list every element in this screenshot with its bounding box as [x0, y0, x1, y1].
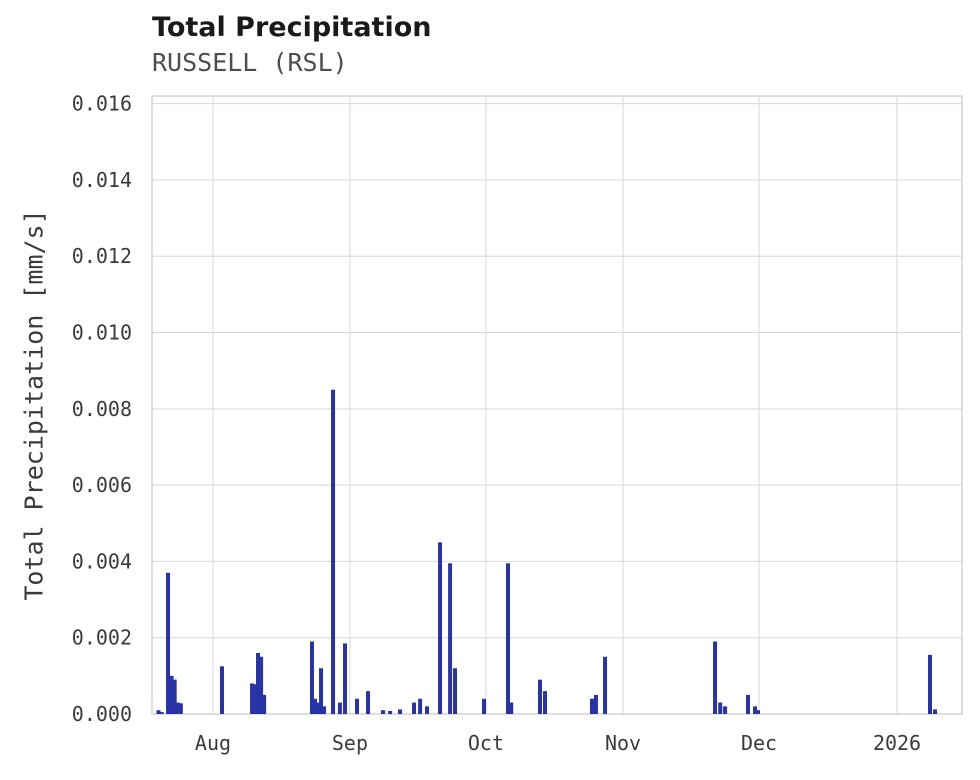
x-tick-label: Sep	[332, 731, 368, 755]
precip-bar	[453, 668, 458, 714]
precip-bar	[718, 702, 723, 714]
precip-bar	[745, 694, 750, 714]
precip-bar	[262, 694, 267, 714]
precip-bar	[256, 652, 261, 714]
precip-bar	[355, 698, 360, 714]
precip-bar	[398, 709, 403, 714]
precip-bar	[756, 710, 761, 714]
precip-bar	[219, 666, 224, 714]
precip-bar	[166, 572, 171, 714]
precip-bar	[424, 706, 429, 714]
chart-title: Total Precipitation	[152, 12, 432, 43]
precip-bar	[169, 675, 174, 714]
precip-bar	[482, 698, 487, 714]
precip-bar	[309, 641, 314, 714]
precip-bar	[331, 389, 336, 714]
y-tick-label: 0.000	[72, 702, 132, 726]
y-tick-label: 0.012	[72, 244, 132, 268]
precip-bar	[928, 654, 933, 714]
precip-bar	[259, 656, 264, 714]
precip-bar	[322, 706, 327, 714]
precip-bar	[448, 563, 453, 714]
y-tick-label: 0.016	[72, 92, 132, 116]
precip-bar	[253, 684, 258, 714]
precip-bar	[388, 710, 393, 714]
y-tick-label: 0.008	[72, 397, 132, 421]
x-tick-label: Dec	[741, 731, 777, 755]
precip-bar	[312, 698, 317, 714]
precip-bar	[543, 691, 548, 714]
precip-bar	[753, 706, 758, 714]
precip-bar	[713, 641, 718, 714]
precip-bar	[505, 563, 510, 714]
precip-bar	[159, 712, 164, 714]
y-tick-label: 0.004	[72, 549, 132, 573]
precip-bar	[250, 683, 255, 714]
precip-bar	[723, 706, 728, 714]
precip-bar	[418, 698, 423, 714]
precip-bar	[589, 698, 594, 714]
precip-bar	[412, 702, 417, 714]
precip-bar	[366, 691, 371, 714]
chart-subtitle: RUSSELL (RSL)	[152, 48, 348, 77]
y-tick-label: 0.010	[72, 321, 132, 345]
x-tick-label: Nov	[605, 731, 641, 755]
precip-bar	[537, 679, 542, 714]
x-tick-label: Oct	[468, 731, 504, 755]
precip-bar	[178, 703, 183, 714]
precip-bar	[509, 702, 514, 714]
precip-bar	[343, 643, 348, 714]
precip-bar	[933, 709, 938, 714]
precip-bar	[319, 668, 324, 714]
y-tick-label: 0.002	[72, 626, 132, 650]
precip-bar	[175, 702, 180, 714]
x-tick-label: Aug	[195, 731, 231, 755]
y-tick-label: 0.014	[72, 168, 132, 192]
precip-bar	[316, 702, 321, 714]
precip-bar	[593, 694, 598, 714]
plot-border	[151, 95, 963, 715]
precip-bar	[156, 710, 161, 714]
precip-bar	[438, 542, 443, 714]
y-axis-label: Total Precipitation [mm/s]	[19, 209, 49, 601]
precip-bar	[603, 656, 608, 714]
x-tick-label: 2026	[873, 731, 921, 755]
precip-bar	[172, 679, 177, 714]
y-tick-label: 0.006	[72, 473, 132, 497]
precip-bar	[381, 710, 386, 714]
precip-bar	[337, 702, 342, 714]
